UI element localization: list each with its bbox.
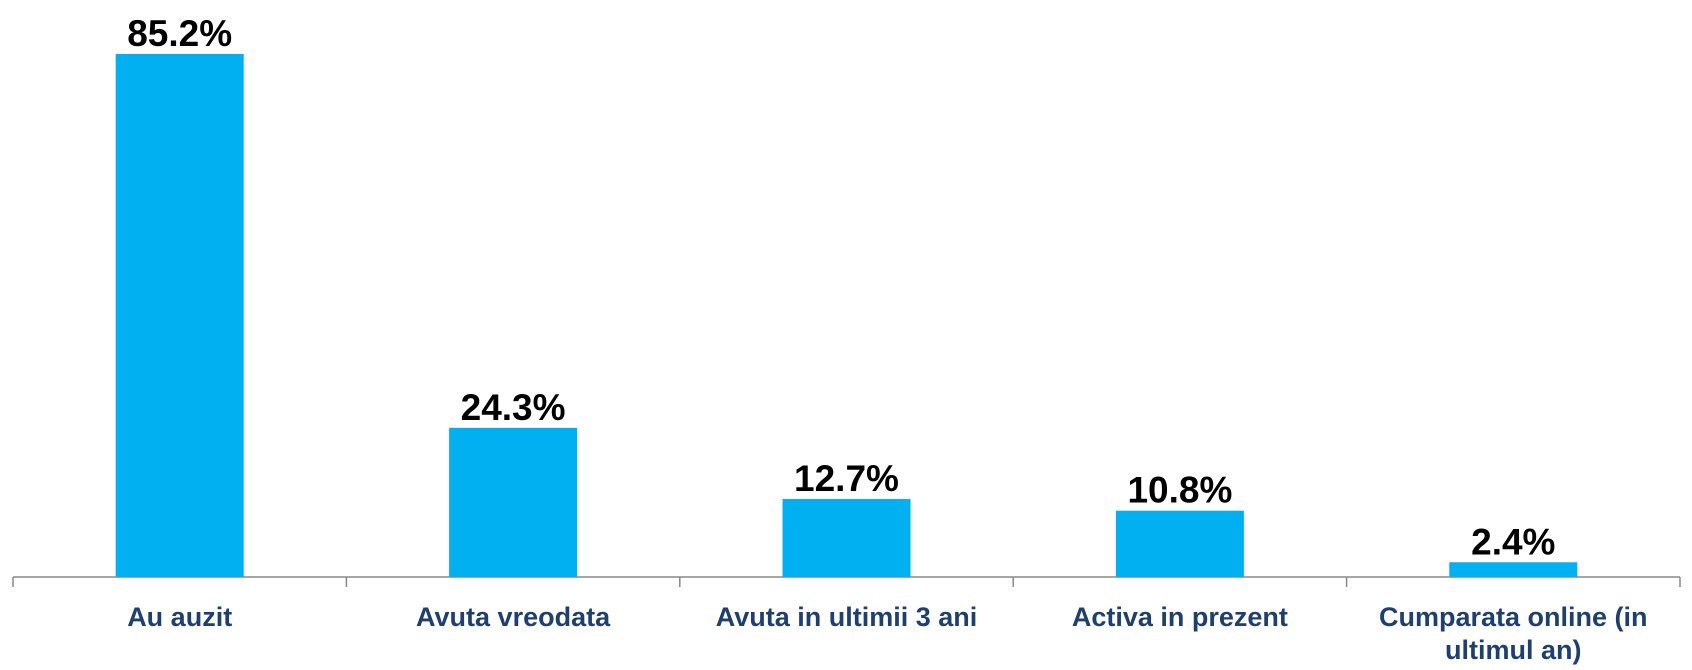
value-label: 2.4% <box>1471 521 1555 562</box>
bar <box>782 499 911 577</box>
bar <box>1449 562 1578 577</box>
x-tick-label: Au auzit <box>127 602 233 632</box>
bar <box>1115 510 1244 577</box>
value-label: 24.3% <box>461 387 566 428</box>
value-label: 85.2% <box>127 13 232 54</box>
bar <box>449 427 578 577</box>
value-label: 12.7% <box>794 458 899 499</box>
x-tick-label: Avuta in ultimii 3 ani <box>715 602 978 632</box>
bar <box>115 54 244 577</box>
value-label: 10.8% <box>1127 470 1232 511</box>
x-tick-label: Cumparata online (in ultimul an) <box>1379 602 1648 665</box>
x-tick-label: Activa in prezent <box>1071 602 1288 632</box>
x-tick-label: Avuta vreodata <box>416 602 611 632</box>
